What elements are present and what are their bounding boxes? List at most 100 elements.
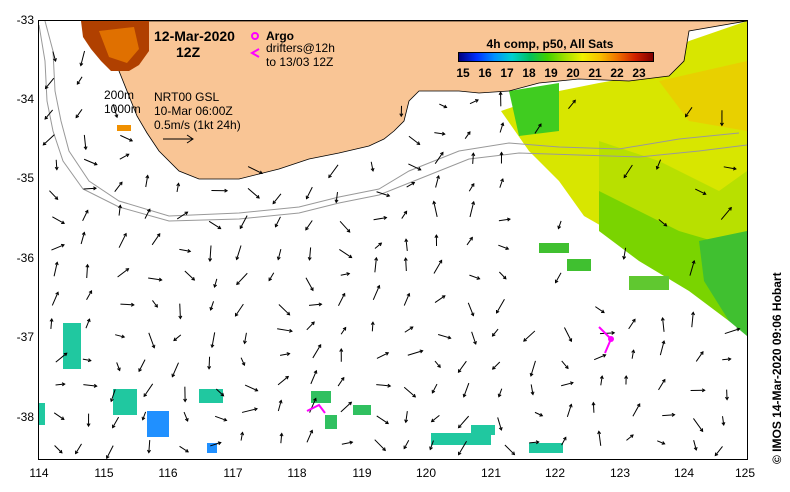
- current-vector-head: [630, 434, 634, 439]
- current-vector-head: [235, 256, 240, 261]
- current-vector-head: [530, 391, 535, 396]
- current-vector: [214, 278, 218, 288]
- current-vector: [405, 411, 408, 423]
- current-vector: [714, 446, 723, 456]
- current-vector: [720, 207, 732, 220]
- current-vector: [143, 383, 154, 397]
- current-vector: [184, 270, 195, 281]
- current-vector: [55, 159, 58, 170]
- current-vector: [662, 414, 675, 417]
- current-vector: [308, 303, 322, 306]
- current-vector-head: [313, 369, 318, 374]
- current-vector: [405, 258, 407, 272]
- current-vector-head: [217, 441, 222, 446]
- current-vector: [55, 383, 65, 386]
- lat-label: -33: [16, 13, 34, 27]
- current-vector-head: [125, 268, 130, 272]
- current-vector: [179, 303, 181, 319]
- current-vector-head: [276, 256, 281, 261]
- current-vector: [244, 384, 258, 392]
- current-vector: [600, 376, 603, 386]
- current-vector-head: [671, 412, 676, 417]
- current-vector-head: [286, 352, 291, 356]
- current-vector: [598, 431, 602, 446]
- current-vector-head: [278, 399, 283, 404]
- current-vector: [429, 440, 434, 450]
- current-vector: [623, 247, 627, 259]
- current-vector: [431, 383, 438, 394]
- current-vector-head: [256, 194, 260, 199]
- current-vector: [75, 443, 82, 454]
- current-vector-head: [611, 330, 616, 335]
- current-vector: [83, 187, 97, 190]
- current-vector-head: [60, 416, 65, 421]
- current-vector: [340, 401, 352, 413]
- current-vector: [466, 237, 473, 246]
- current-vector: [376, 352, 389, 359]
- current-vector-head: [458, 451, 462, 456]
- current-vector-head: [441, 295, 446, 299]
- current-vector: [179, 445, 189, 453]
- drifter-track[interactable]: [306, 403, 326, 414]
- current-vector-head: [632, 318, 636, 323]
- argo-label: Argo: [266, 29, 294, 43]
- current-vector: [498, 388, 503, 397]
- current-vector-head: [440, 151, 444, 156]
- current-vector: [305, 220, 313, 231]
- current-vector: [371, 322, 374, 332]
- current-vector: [689, 260, 695, 276]
- current-vector: [82, 358, 91, 362]
- current-vector: [51, 244, 65, 251]
- colorbar-tick: 23: [632, 66, 646, 80]
- current-vector-head: [224, 188, 229, 193]
- current-vector-head: [470, 312, 475, 317]
- current-vector-head: [53, 58, 57, 63]
- current-vector-head: [61, 382, 66, 387]
- colorbar-tick: 21: [588, 66, 602, 80]
- current-vector-head: [93, 186, 97, 191]
- current-vector-head: [602, 353, 607, 358]
- current-vector-head: [154, 303, 158, 308]
- current-vector-head: [661, 378, 666, 383]
- current-vector: [530, 360, 536, 377]
- argo-legend-icon: [251, 32, 259, 40]
- current-vector: [374, 242, 382, 249]
- current-vector-head: [93, 383, 98, 388]
- current-vector-head: [87, 358, 92, 363]
- current-vector: [86, 290, 92, 301]
- current-vector-head: [404, 419, 409, 424]
- current-vector: [341, 441, 353, 445]
- current-vector: [118, 233, 127, 248]
- current-vector-head: [471, 152, 476, 157]
- current-vector-head: [663, 222, 668, 227]
- current-vector-head: [419, 349, 424, 354]
- current-vector-head: [348, 401, 353, 406]
- current-vector-head: [387, 383, 392, 388]
- current-vector-head: [208, 258, 213, 263]
- lon-label: 120: [415, 466, 437, 480]
- sst-hot-core: [99, 27, 139, 63]
- current-vector: [106, 445, 114, 459]
- map-frame[interactable]: [38, 20, 748, 460]
- sst-warm-patch: [501, 21, 747, 336]
- current-vector-head: [702, 191, 707, 195]
- current-vector: [405, 239, 408, 251]
- lat-label: -36: [16, 251, 34, 265]
- current-vector: [438, 334, 451, 339]
- current-vector: [306, 321, 315, 331]
- sst-map[interactable]: [39, 21, 747, 459]
- current-vector: [504, 444, 515, 455]
- lon-label: 116: [158, 466, 178, 480]
- current-vector-head: [76, 81, 81, 85]
- current-vector: [529, 441, 539, 444]
- current-vector: [370, 161, 374, 172]
- argo-float[interactable]: [598, 326, 614, 354]
- current-vector-head: [474, 99, 479, 103]
- current-vector-head: [220, 392, 225, 397]
- current-vector: [563, 327, 572, 342]
- current-vector-head: [691, 311, 695, 316]
- current-vector-head: [147, 449, 151, 454]
- current-vector: [120, 134, 133, 142]
- lon-label: 117: [223, 466, 243, 480]
- current-vector: [45, 77, 55, 89]
